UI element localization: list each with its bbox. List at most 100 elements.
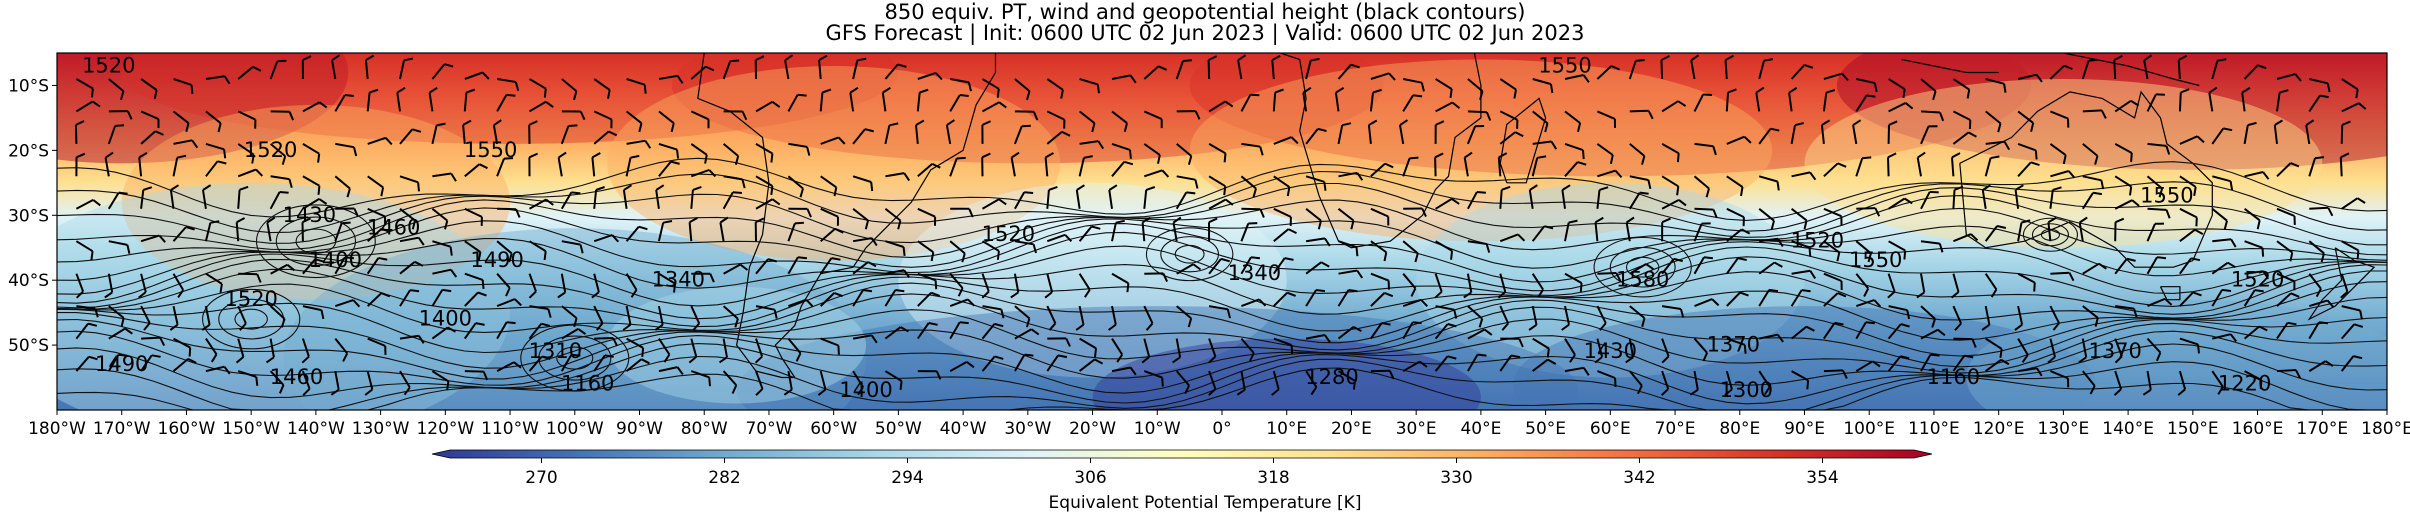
wind-barb-flag (767, 258, 778, 263)
wind-barb-flag (1676, 153, 1680, 163)
wind-barb-flag (1384, 162, 1394, 169)
wind-barb-flag (1788, 87, 1798, 94)
wind-barb-flag (514, 81, 520, 91)
wind-barb (1499, 233, 1526, 243)
wind-barb (1499, 131, 1524, 145)
wind-barb-shaft (820, 228, 836, 242)
wind-barb-shaft (172, 273, 185, 291)
wind-barb-shaft (399, 128, 414, 145)
wind-barb-shaft (202, 189, 207, 209)
wind-barb-flag (1834, 321, 1844, 326)
wind-barb-shaft (1985, 358, 2002, 372)
wind-barb (2243, 208, 2261, 230)
wind-barb-flag (1224, 100, 1234, 108)
wind-barb-flag (482, 371, 489, 381)
wind-barb-flag (1249, 352, 1255, 362)
wind-barb-flag (2257, 64, 2267, 70)
wind-barb-shaft (982, 101, 1000, 113)
wind-barb (1305, 237, 1331, 247)
wind-barb-flag (1075, 323, 1085, 331)
wind-barb-shaft (949, 94, 961, 112)
wind-barb-flag (2192, 291, 2202, 297)
wind-barb (1370, 240, 1388, 262)
wind-barb-flag (1703, 256, 1714, 260)
wind-barb-flag (1568, 219, 1578, 224)
wind-barb (1920, 328, 1946, 340)
wind-barb (2208, 86, 2218, 112)
wind-barb-shaft (140, 273, 147, 293)
wind-barb-shaft (1046, 354, 1059, 372)
wind-barb-flag (1353, 326, 1362, 332)
wind-barb-shaft (1046, 131, 1063, 145)
wind-barb (1337, 63, 1360, 80)
wind-barb (270, 263, 296, 275)
wind-barb (2114, 99, 2140, 113)
wind-barb (2017, 142, 2038, 160)
wind-barb (788, 298, 814, 308)
wind-barb-shaft (917, 163, 933, 178)
wind-barb (237, 185, 249, 209)
wind-barb-shaft (560, 354, 573, 372)
wind-barb-flag (2324, 360, 2334, 367)
wind-barb-flag (902, 246, 906, 257)
wind-barb-flag (2315, 288, 2322, 298)
longitude-axis: 180°W 170°W 160°W 150°W 140°W 130°W 120°W 110°W… (28, 410, 2410, 439)
wind-barb-shaft (496, 321, 508, 340)
wind-barb-flag (611, 234, 620, 243)
wind-barb-flag (541, 355, 551, 361)
wind-barb (690, 143, 708, 164)
wind-barb-flag (153, 89, 158, 100)
wind-barb (885, 240, 906, 257)
wind-barb-shaft (1466, 125, 1477, 145)
wind-barb (399, 208, 416, 230)
wind-barb-flag (1335, 86, 1345, 94)
wind-barb-shaft (2115, 305, 2135, 310)
wind-barb (140, 234, 166, 243)
wind-barb-shaft (658, 338, 671, 356)
wind-barb (2049, 186, 2062, 209)
wind-barb-flag (1421, 208, 1427, 218)
wind-barb-flag (1323, 334, 1331, 343)
wind-barb-flag (2254, 289, 2264, 293)
wind-barb-flag (1208, 388, 1217, 396)
wind-barb-flag (1661, 217, 1671, 224)
wind-barb-shaft (140, 130, 156, 145)
wind-barb-flag (1060, 89, 1064, 99)
wind-barb-shaft (1435, 305, 1455, 311)
wind-barb-shaft (2244, 270, 2264, 275)
wind-barb (2211, 370, 2224, 395)
wind-barb-shaft (1661, 305, 1682, 310)
wind-barb-flag (822, 88, 832, 94)
wind-barb-shaft (235, 222, 240, 242)
wind-barb (557, 273, 567, 299)
wind-barb-flag (1076, 184, 1085, 191)
wind-barb (428, 86, 438, 112)
wind-barb-shaft (1984, 273, 1998, 290)
wind-barb-shaft (2050, 170, 2069, 178)
wind-barb-shaft (1855, 321, 1867, 340)
wind-barb (76, 305, 99, 318)
wind-barb (270, 175, 293, 188)
wind-barb (1693, 175, 1710, 198)
wind-barb (2211, 127, 2233, 145)
wind-barb (1726, 175, 1744, 197)
geopotential-contours (57, 157, 2387, 410)
wind-barb (754, 217, 765, 242)
wind-barb-flag (2256, 220, 2261, 230)
wind-barb (367, 207, 387, 226)
wind-barb-flag (957, 287, 964, 297)
wind-barb-flag (1637, 385, 1643, 395)
contour-ring (275, 216, 357, 266)
wind-barb (2179, 291, 2202, 307)
wind-barb (2244, 370, 2263, 390)
wind-barb (1531, 273, 1544, 298)
wind-barb-shaft (2017, 161, 2032, 177)
wind-barb-shaft (820, 337, 839, 347)
wind-barb (1014, 353, 1034, 372)
wind-barb-shaft (658, 142, 678, 151)
wind-barb-shaft (593, 234, 613, 243)
wind-barb-shaft (172, 157, 179, 177)
wind-barb-flag (1162, 272, 1169, 283)
wind-barb-shaft (1984, 225, 1998, 242)
wind-barb (1305, 208, 1322, 230)
